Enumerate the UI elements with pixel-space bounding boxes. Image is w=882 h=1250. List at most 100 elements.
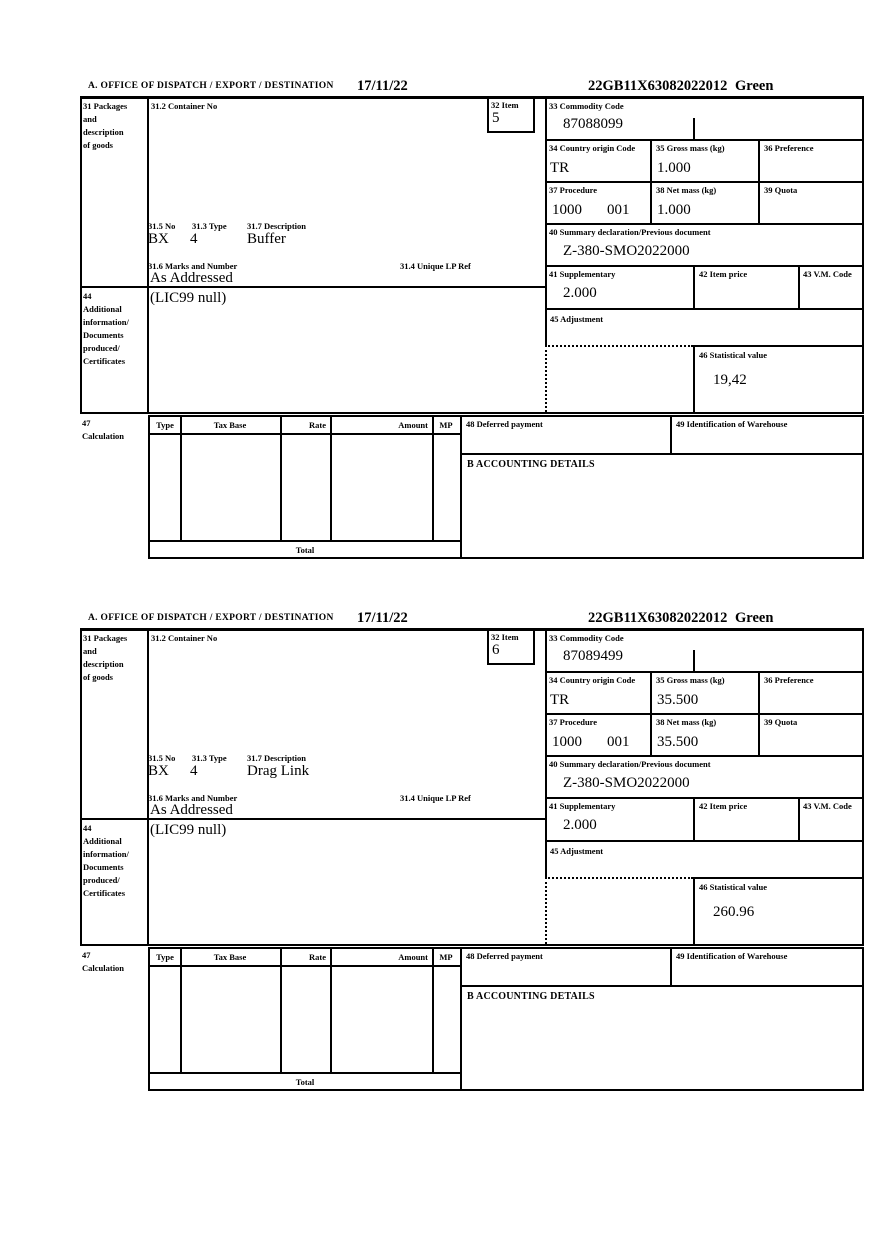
- box31-6-marks-label: 31.6 Marks and Number: [148, 793, 238, 803]
- box41-label: 41 Supplementary: [549, 801, 616, 811]
- box37-label: 37 Procedure: [549, 185, 598, 195]
- box44-line5: produced/: [83, 343, 120, 353]
- route-status: Green: [735, 78, 774, 94]
- country-origin-value: TR: [550, 160, 570, 176]
- package-no-value: BX: [148, 231, 169, 247]
- box33-commodity-code: 33 Commodity Code 87088099: [545, 99, 864, 141]
- box47-calculation-label: 47 Calculation: [82, 949, 144, 975]
- midsection-bottom-line: [80, 944, 864, 946]
- column-header-type: Type: [156, 952, 174, 962]
- center-divider-solid: [545, 631, 547, 877]
- box40-label: 40 Summary declaration/Previous document: [549, 759, 711, 769]
- box44-line3: information/: [83, 317, 129, 327]
- left-border-line: [80, 631, 82, 944]
- package-type-value: 4: [190, 763, 198, 779]
- box31-packages-label: 31 Packages and description of goods: [83, 100, 145, 152]
- marks-value: As Addressed: [150, 270, 233, 286]
- box44-line6: Certificates: [83, 888, 126, 898]
- box35-label: 35 Gross mass (kg): [656, 143, 725, 153]
- net-mass-value: 35.500: [657, 734, 699, 750]
- box35-gross-mass: 35 Gross mass (kg) 35.500: [650, 673, 758, 715]
- commodity-code-value: 87088099: [563, 116, 623, 132]
- accounting-details-label: B ACCOUNTING DETAILS: [467, 459, 595, 470]
- box44-line3: information/: [83, 849, 129, 859]
- box44-line1: 44: [83, 291, 92, 301]
- box44-line6: Certificates: [83, 356, 126, 366]
- box40-previous-document: 40 Summary declaration/Previous document…: [545, 757, 864, 799]
- column-header-tax-base: Tax Base: [213, 420, 247, 430]
- box33-commodity-code: 33 Commodity Code 87089499: [545, 631, 864, 673]
- box46-statistical-value: 46 Statistical value 260.96: [693, 877, 864, 944]
- box36-preference: 36 Preference: [758, 673, 864, 715]
- box39-label: 39 Quota: [764, 185, 798, 195]
- statistical-value: 260.96: [713, 904, 755, 920]
- office-of-dispatch-header: A. OFFICE OF DISPATCH / EXPORT / DESTINA…: [88, 613, 334, 623]
- box44-line1: 44: [83, 823, 92, 833]
- statistical-value: 19,42: [713, 372, 747, 388]
- box38-label: 38 Net mass (kg): [656, 717, 717, 727]
- additional-information-value: (LIC99 null): [150, 822, 227, 838]
- procedure-code-value: 1000: [552, 202, 582, 218]
- box42-label: 42 Item price: [699, 269, 748, 279]
- box45-adjustment: 45 Adjustment: [545, 310, 864, 345]
- box31-3-type-label: 31.3 Type: [192, 753, 227, 763]
- table-divider-2: [280, 949, 282, 1072]
- center-divider-solid: [545, 99, 547, 345]
- box49-warehouse: 49 Identification of Warehouse: [672, 947, 864, 987]
- box34-label: 34 Country origin Code: [549, 143, 636, 153]
- column-header-amount: Amount: [398, 952, 428, 962]
- box31-7-description-label: 31.7 Description: [247, 221, 307, 231]
- marks-value: As Addressed: [150, 802, 233, 818]
- left-border-line: [80, 99, 82, 412]
- box44-additional-label: 44 Additional information/ Documents pro…: [83, 290, 145, 368]
- box43-label: 43 V.M. Code: [803, 801, 852, 811]
- box41-label: 41 Supplementary: [549, 269, 616, 279]
- box31-line4: of goods: [83, 140, 113, 150]
- table-divider-3: [330, 949, 332, 1072]
- declaration-reference: 22GB11X63082022012: [588, 610, 728, 626]
- box44-line4: Documents: [83, 330, 124, 340]
- box37-procedure: 37 Procedure 1000 001: [545, 715, 650, 757]
- box33-label: 33 Commodity Code: [549, 101, 624, 111]
- gross-mass-value: 1.000: [657, 160, 691, 176]
- supplementary-value: 2.000: [563, 817, 597, 833]
- item-number-value: 5: [492, 110, 500, 126]
- box31-line1: 31 Packages: [83, 101, 128, 111]
- package-no-value: BX: [148, 763, 169, 779]
- table-divider-1: [180, 417, 182, 540]
- accounting-details-box: B ACCOUNTING DETAILS: [462, 987, 864, 1091]
- label-column-divider: [147, 631, 149, 944]
- box31-5-no-label: 31.5 No: [148, 753, 176, 763]
- box47-line2: Calculation: [82, 963, 125, 973]
- box36-preference: 36 Preference: [758, 141, 864, 183]
- center-divider-dotted: [545, 877, 547, 944]
- box31-line3: description: [83, 659, 124, 669]
- box35-gross-mass: 35 Gross mass (kg) 1.000: [650, 141, 758, 183]
- midsection-bottom-line: [80, 412, 864, 414]
- box31-line4: of goods: [83, 672, 113, 682]
- country-origin-value: TR: [550, 692, 570, 708]
- box47-calculation-label: 47 Calculation: [82, 417, 144, 443]
- box31-3-type-label: 31.3 Type: [192, 221, 227, 231]
- box46-label: 46 Statistical value: [699, 882, 767, 892]
- box32-item-label: 32 Item: [491, 632, 519, 642]
- box39-quota: 39 Quota: [758, 715, 864, 757]
- box31-packages-label: 31 Packages and description of goods: [83, 632, 145, 684]
- box33-label: 33 Commodity Code: [549, 633, 624, 643]
- box41-supplementary: 41 Supplementary 2.000: [545, 267, 693, 310]
- box34-label: 34 Country origin Code: [549, 675, 636, 685]
- box43-label: 43 V.M. Code: [803, 269, 852, 279]
- column-header-rate: Rate: [309, 952, 326, 962]
- table-divider-4: [432, 949, 434, 1072]
- box44-line4: Documents: [83, 862, 124, 872]
- column-header-tax-base: Tax Base: [213, 952, 247, 962]
- box31-line2: and: [83, 646, 97, 656]
- box38-label: 38 Net mass (kg): [656, 185, 717, 195]
- box31-line1: 31 Packages: [83, 633, 128, 643]
- table-header-rule: [150, 433, 460, 435]
- column-header-rate: Rate: [309, 420, 326, 430]
- box38-net-mass: 38 Net mass (kg) 35.500: [650, 715, 758, 757]
- declaration-date: 17/11/22: [357, 610, 408, 626]
- box31-7-description-label: 31.7 Description: [247, 753, 307, 763]
- box32-item-label: 32 Item: [491, 100, 519, 110]
